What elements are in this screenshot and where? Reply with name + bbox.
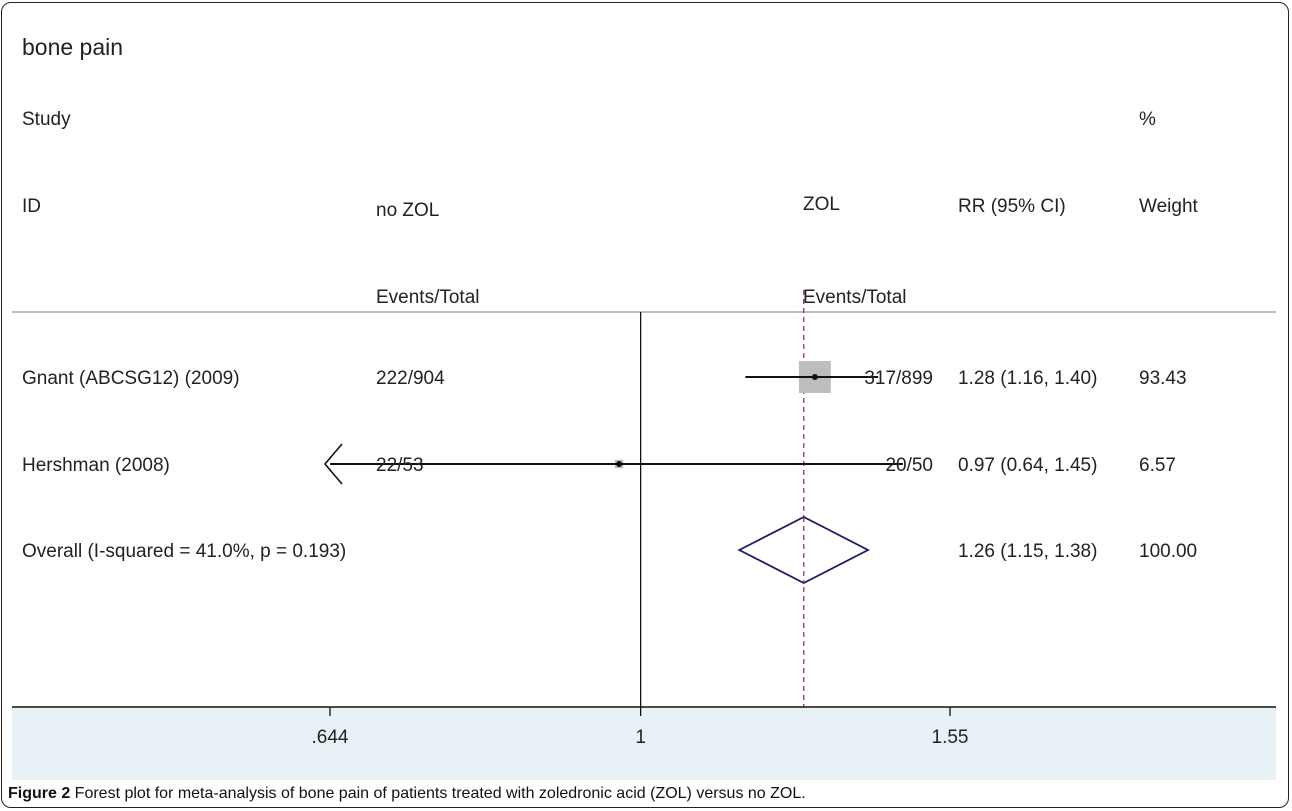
plot-panel	[12, 12, 1276, 707]
header-weight: Weight	[1139, 196, 1199, 217]
header-control-events: Events/Total	[376, 287, 480, 308]
chart-title: bone pain	[22, 34, 123, 60]
x-axis-tick-label: .644	[312, 727, 349, 748]
forest-plot: bone pain Study ID no ZOL Events/Total ZOL Eve…	[12, 12, 1276, 780]
study-control-events: 22/53	[376, 455, 424, 476]
header-treatment: ZOL	[803, 194, 840, 215]
figure-caption: Figure 2 Forest plot for meta-analysis o…	[8, 785, 806, 803]
study-id: Hershman (2008)	[22, 455, 170, 476]
overall-diamond	[737, 515, 870, 585]
caption-text: Forest plot for meta-analysis of bone pa…	[70, 785, 806, 802]
header-id: ID	[22, 196, 41, 217]
study-treatment-events: 20/50	[885, 455, 933, 476]
header-effect: RR (95% CI)	[958, 196, 1066, 217]
study-id: Gnant (ABCSG12) (2009)	[22, 368, 240, 389]
header-study: Study	[22, 109, 71, 130]
overall-effect: 1.26 (1.15, 1.38)	[958, 541, 1097, 562]
study-ci-arrow	[323, 443, 343, 485]
study-weight: 93.43	[1139, 368, 1187, 389]
overall-label: Overall (I-squared = 41.0%, p = 0.193)	[22, 541, 346, 562]
study-control-events: 222/904	[376, 368, 445, 389]
x-axis-tick-label: 1.55	[932, 727, 969, 748]
study-point	[811, 374, 818, 380]
header-control: no ZOL	[376, 200, 439, 221]
study-treatment-events: 317/899	[864, 368, 933, 389]
caption-label: Figure 2	[8, 785, 71, 802]
study-point	[616, 461, 623, 467]
overall-weight: 100.00	[1139, 541, 1197, 562]
x-axis-tick-label: 1	[635, 727, 646, 748]
study-effect: 0.97 (0.64, 1.45)	[958, 455, 1097, 476]
header-treatment-events: Events/Total	[803, 287, 907, 308]
header-weight-percent: %	[1139, 109, 1156, 130]
study-effect: 1.28 (1.16, 1.40)	[958, 368, 1097, 389]
axis-band	[12, 707, 1276, 780]
study-weight: 6.57	[1139, 455, 1176, 476]
